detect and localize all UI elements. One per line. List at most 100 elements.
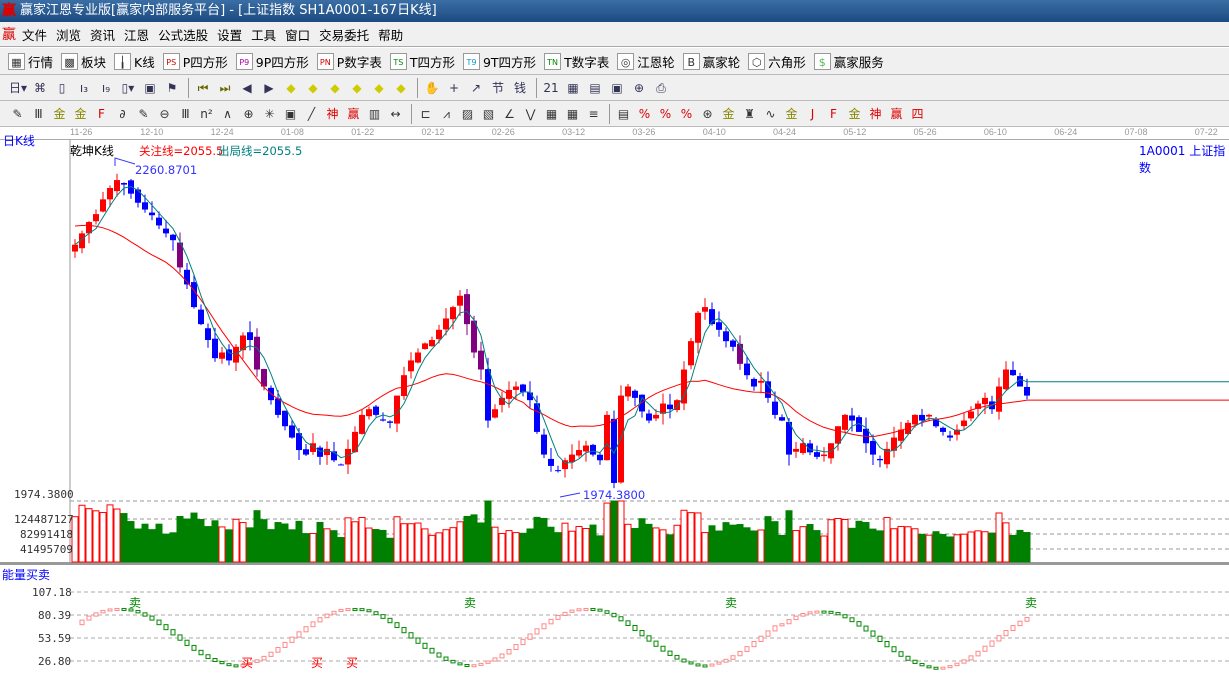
toolbar-button[interactable]: TN T数字表 bbox=[544, 52, 609, 71]
spiral-icon[interactable]: ∂ bbox=[119, 106, 126, 121]
ruler-icon[interactable]: ▥ bbox=[368, 106, 381, 121]
lines-icon[interactable]: Ⅲ bbox=[181, 106, 190, 121]
pct-lines-icon[interactable]: % bbox=[680, 106, 693, 121]
span-icon[interactable]: ↔ bbox=[390, 106, 401, 121]
toolbar-button[interactable]: T9 9T四方形 bbox=[462, 52, 536, 71]
gold-icon[interactable]: 金 bbox=[53, 106, 66, 121]
shen-angle-icon[interactable]: 神 bbox=[869, 106, 882, 121]
fan-icon[interactable]: ⩘ bbox=[443, 106, 450, 121]
toolbar-button[interactable]: ⬡ 六角形 bbox=[748, 52, 806, 71]
candle-type-dropdown[interactable]: ▯▾ bbox=[121, 80, 135, 95]
toolbar-button[interactable]: TS T四方形 bbox=[389, 52, 455, 71]
gold-circle-icon[interactable]: ⊛ bbox=[702, 106, 713, 121]
pen2-icon[interactable]: ✎ bbox=[138, 106, 149, 121]
toolbar-button[interactable]: PN P数字表 bbox=[316, 52, 382, 71]
target-icon[interactable]: ⊕ bbox=[243, 106, 254, 121]
fan3-icon[interactable]: ▧ bbox=[482, 106, 495, 121]
f-angle-icon[interactable]: F bbox=[830, 106, 837, 121]
ying-icon[interactable]: 赢 bbox=[347, 106, 360, 121]
print-icon[interactable]: ⎙ bbox=[656, 80, 666, 95]
triangle-icon[interactable]: ∧ bbox=[223, 106, 232, 121]
prev-icon[interactable]: ◀ bbox=[242, 80, 252, 95]
indicator-3-icon[interactable]: ı₃ bbox=[79, 80, 89, 95]
save-icon[interactable]: ▣ bbox=[611, 80, 623, 95]
shen-icon[interactable]: 神 bbox=[326, 106, 339, 121]
gold3-icon[interactable]: 金 bbox=[785, 106, 798, 121]
indicator-9-icon[interactable]: ı₉ bbox=[101, 80, 111, 95]
first-icon[interactable]: ⏮ bbox=[197, 80, 209, 95]
grid-icon[interactable]: ▦ bbox=[545, 106, 558, 121]
menu-item[interactable]: 公式选股 bbox=[158, 27, 209, 43]
angle-icon[interactable]: ∠ bbox=[504, 106, 515, 121]
toolbar-button[interactable]: ▩ 板块 bbox=[61, 52, 106, 71]
calculator-icon[interactable]: ▦ bbox=[567, 80, 579, 95]
menu-item[interactable]: 工具 bbox=[251, 27, 277, 43]
box2-icon[interactable]: ⊏ bbox=[420, 106, 431, 121]
expand-icon[interactable]: ◆ bbox=[374, 80, 384, 95]
zigzag-icon[interactable]: ⋁ bbox=[525, 106, 536, 121]
map-icon[interactable]: ▣ bbox=[144, 80, 156, 95]
flag-icon[interactable]: ⚑ bbox=[166, 80, 178, 95]
toolbar-button[interactable]: ◎ 江恩轮 bbox=[617, 52, 675, 71]
menu-item[interactable]: 窗口 bbox=[285, 27, 311, 43]
candle bbox=[744, 363, 750, 376]
network-icon[interactable]: ⊕ bbox=[633, 80, 645, 95]
web-icon[interactable]: ✳ bbox=[264, 106, 275, 121]
toolbar-button[interactable]: ╽ K线 bbox=[114, 52, 155, 71]
fib-icon[interactable]: F bbox=[98, 106, 105, 121]
calendar-icon[interactable]: 21 bbox=[543, 80, 559, 95]
percent-icon[interactable]: % bbox=[659, 106, 672, 121]
last-icon[interactable]: ⏭ bbox=[219, 80, 231, 95]
circle-icon[interactable]: ⊖ bbox=[159, 106, 170, 121]
si-angle-icon[interactable]: 四 bbox=[911, 106, 924, 121]
hand-icon[interactable]: ✋ bbox=[424, 80, 440, 95]
line-icon[interactable]: ↗ bbox=[470, 80, 482, 95]
chart-icon[interactable]: ⌘ bbox=[34, 80, 46, 95]
parallel-icon[interactable]: ╱ bbox=[307, 106, 316, 121]
j-angle-icon[interactable]: J bbox=[810, 106, 815, 121]
toolbar-button[interactable]: PS P四方形 bbox=[162, 52, 228, 71]
hatch-icon[interactable]: ≡ bbox=[588, 106, 599, 121]
pattern-icon[interactable]: 节 bbox=[491, 80, 504, 95]
next-icon[interactable]: ▶ bbox=[264, 80, 274, 95]
right-diamond-icon[interactable]: ◆ bbox=[308, 80, 318, 95]
expand-v-icon[interactable]: ◆ bbox=[396, 80, 406, 95]
expand-h-icon[interactable]: ◆ bbox=[330, 80, 340, 95]
toolbar-button[interactable]: $ 赢家服务 bbox=[813, 52, 884, 71]
volume-bar bbox=[778, 534, 786, 563]
menu-item[interactable]: 资讯 bbox=[90, 27, 116, 43]
gold2-icon[interactable]: 金 bbox=[74, 106, 87, 121]
toolbar-button[interactable]: ▦ 行情 bbox=[8, 52, 53, 71]
box-icon[interactable]: ▣ bbox=[284, 106, 297, 121]
money-icon[interactable]: 钱 bbox=[513, 80, 526, 95]
period-day-dropdown[interactable]: 日▾ bbox=[8, 80, 28, 95]
pen-icon[interactable]: ✎ bbox=[12, 106, 23, 121]
menu-item[interactable]: 浏览 bbox=[56, 27, 82, 43]
grid2-icon[interactable]: ▦ bbox=[566, 106, 579, 121]
menu-item[interactable]: 交易委托 bbox=[319, 27, 370, 43]
notes-icon[interactable]: ▤ bbox=[589, 80, 601, 95]
pen3-icon[interactable]: ♜ bbox=[744, 106, 755, 121]
separator bbox=[411, 103, 412, 124]
gold-lines-icon[interactable]: 金 bbox=[722, 106, 735, 121]
bars-icon[interactable]: ▤ bbox=[617, 106, 630, 121]
shrink-icon[interactable]: ◆ bbox=[352, 80, 362, 95]
menu-item[interactable]: 设置 bbox=[217, 27, 243, 43]
wave-icon[interactable]: ∿ bbox=[765, 106, 776, 121]
crosshair-icon[interactable]: + bbox=[448, 80, 460, 95]
gold-angle-icon[interactable]: 金 bbox=[848, 106, 861, 121]
three-lines-icon[interactable]: Ⅲ bbox=[34, 106, 43, 121]
energy-bar bbox=[394, 622, 400, 629]
n2-icon[interactable]: n² bbox=[200, 106, 213, 121]
toolbar-button[interactable]: P9 9P四方形 bbox=[235, 52, 309, 71]
ying-angle-icon[interactable]: 赢 bbox=[890, 106, 903, 121]
left-diamond-icon[interactable]: ◆ bbox=[286, 80, 296, 95]
clipboard-icon[interactable]: ▯ bbox=[58, 80, 66, 95]
pct-line-icon[interactable]: % bbox=[638, 106, 651, 121]
toolbar-button[interactable]: B 赢家轮 bbox=[682, 52, 740, 71]
menu-item[interactable]: 江恩 bbox=[124, 27, 150, 43]
menu-item[interactable]: 帮助 bbox=[378, 27, 404, 43]
menu-item[interactable]: 文件 bbox=[22, 27, 48, 43]
fan2-icon[interactable]: ▨ bbox=[461, 106, 474, 121]
